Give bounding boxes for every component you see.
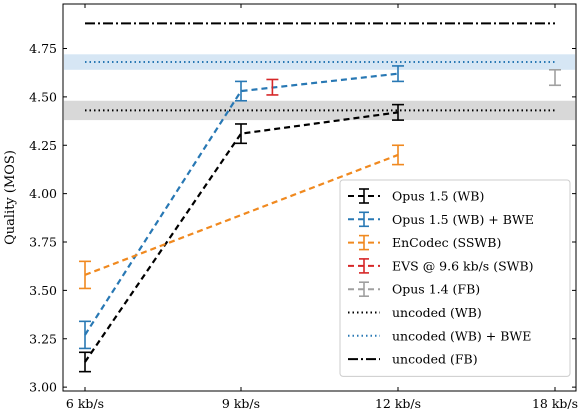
legend-entry: uncoded (WB) [348,305,482,320]
error-bar [266,78,279,96]
error-bars [79,65,561,373]
error-bar [549,68,561,87]
y-axis-ticks: 3.00 3.25 3.50 3.75 4.00 4.25 4.50 4.75 [29,41,576,395]
legend-entry: uncoded (FB) [348,352,478,367]
series-lines [84,72,399,363]
legend-label: EVS @ 9.6 kb/s (SWB) [392,258,534,273]
legend-entry: Opus 1.4 (FB) [348,281,480,298]
error-bar [392,144,404,166]
y-tick-label: 3.00 [29,380,57,395]
series-line [84,111,399,363]
legend-label: Opus 1.4 (FB) [392,282,480,297]
legend: Opus 1.5 (WB) Opus 1.5 (WB) + BWE EnCodec … [339,179,571,377]
y-axis-label: Quality (MOS) [3,150,18,245]
x-tick-label: 12 kb/s [375,396,421,411]
legend-entry: EnCodec (SSWB) [348,234,501,251]
x-tick-label: 6 kb/s [66,396,104,411]
legend-entry: Opus 1.5 (WB) [348,188,484,204]
y-tick-label: 4.00 [29,186,57,201]
series-line [84,72,399,336]
series-line [84,153,399,276]
legend-label: uncoded (WB) [392,305,482,320]
x-tick-label: 9 kb/s [222,396,260,411]
legend-label: uncoded (FB) [392,352,478,367]
error-bar [235,123,247,145]
legend-label: uncoded (WB) + BWE [392,328,531,343]
error-bar [392,103,404,121]
legend-entry: Opus 1.5 (WB) + BWE [348,211,534,228]
legend-entry: EVS @ 9.6 kb/s (SWB) [348,258,534,274]
reference-lines [85,22,555,112]
x-axis-ticks: 6 kb/s 9 kb/s 12 kb/s 18 kb/s [66,4,578,411]
legend-entry: uncoded (WB) + BWE [348,328,531,343]
error-bar [79,351,91,373]
error-bar [235,80,247,102]
y-tick-label: 4.25 [29,138,57,153]
error-bar [392,65,404,83]
legend-label: Opus 1.5 (WB) + BWE [392,212,534,227]
y-tick-label: 3.75 [29,235,57,250]
y-tick-label: 3.25 [29,331,57,346]
legend-label: EnCodec (SSWB) [392,235,501,250]
y-tick-label: 3.50 [29,283,57,298]
x-tick-label: 18 kb/s [532,396,578,411]
y-tick-label: 4.50 [29,89,57,104]
legend-label: Opus 1.5 (WB) [392,189,484,204]
plot-frame [62,3,577,392]
error-bar [79,260,91,290]
legend-box [339,179,571,377]
error-bar [79,320,91,350]
y-tick-label: 4.75 [29,41,57,56]
